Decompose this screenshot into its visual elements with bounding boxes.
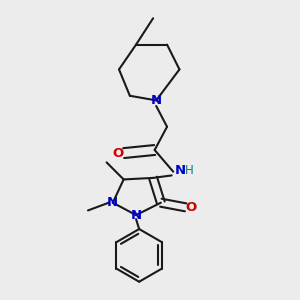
Text: N: N — [175, 164, 186, 177]
Text: N: N — [107, 196, 118, 209]
Text: O: O — [186, 201, 197, 214]
Text: O: O — [112, 147, 124, 160]
Text: N: N — [151, 94, 162, 107]
Text: H: H — [185, 164, 194, 177]
Text: N: N — [130, 208, 142, 222]
